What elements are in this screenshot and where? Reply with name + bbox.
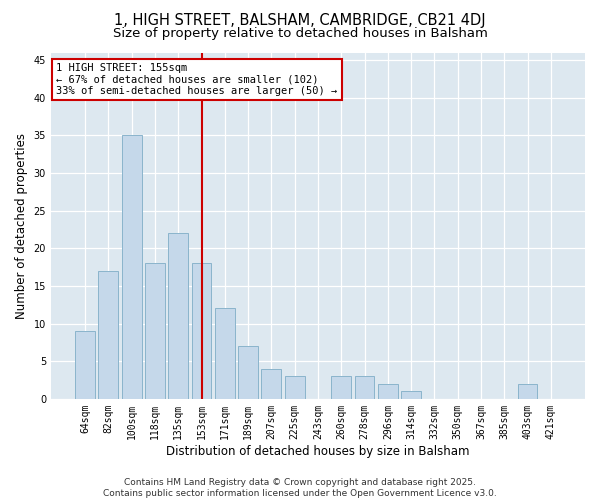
Bar <box>169 233 188 399</box>
Bar <box>145 264 165 399</box>
Text: Size of property relative to detached houses in Balsham: Size of property relative to detached ho… <box>113 28 487 40</box>
Text: 1, HIGH STREET, BALSHAM, CAMBRIDGE, CB21 4DJ: 1, HIGH STREET, BALSHAM, CAMBRIDGE, CB21… <box>114 12 486 28</box>
Bar <box>401 392 421 399</box>
Bar <box>262 368 281 399</box>
Bar <box>122 136 142 399</box>
X-axis label: Distribution of detached houses by size in Balsham: Distribution of detached houses by size … <box>166 444 470 458</box>
Bar <box>355 376 374 399</box>
Bar <box>75 331 95 399</box>
Bar <box>378 384 398 399</box>
Y-axis label: Number of detached properties: Number of detached properties <box>15 132 28 318</box>
Bar <box>331 376 351 399</box>
Bar <box>285 376 305 399</box>
Text: 1 HIGH STREET: 155sqm
← 67% of detached houses are smaller (102)
33% of semi-det: 1 HIGH STREET: 155sqm ← 67% of detached … <box>56 63 338 96</box>
Text: Contains HM Land Registry data © Crown copyright and database right 2025.
Contai: Contains HM Land Registry data © Crown c… <box>103 478 497 498</box>
Bar <box>215 308 235 399</box>
Bar <box>98 271 118 399</box>
Bar <box>518 384 538 399</box>
Bar <box>238 346 258 399</box>
Bar <box>191 264 211 399</box>
